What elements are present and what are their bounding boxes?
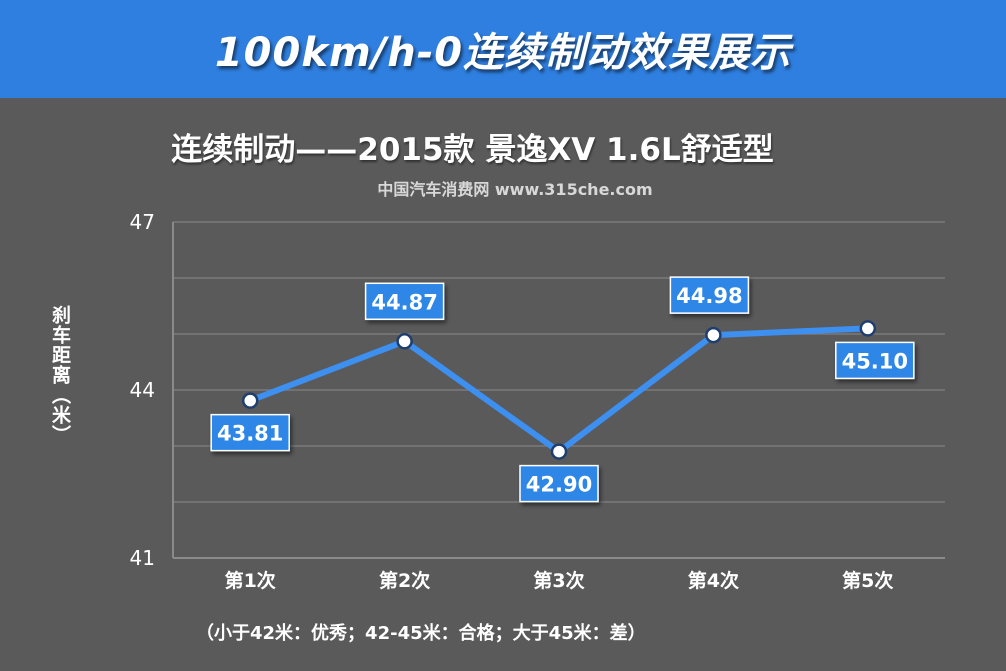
y-axis-label: 刹车距离（米） [49,305,71,445]
header-banner: 100km/h-0连续制动效果展示 [0,0,1006,98]
data-point [705,326,722,344]
watermark: 中国汽车消费网 www.315che.com [377,180,653,199]
footnote: （小于42米：优秀；42-45米：合格；大于45米：差） [196,623,646,644]
data-point [241,392,259,409]
x-tick-label: 第3次 [533,569,584,592]
x-tick-label: 第4次 [688,569,739,592]
data-label-box [669,276,750,314]
y-tick-label: 44 [130,378,155,402]
data-point [396,333,413,350]
x-tick-label: 第5次 [842,569,893,592]
y-tick-label: 47 [130,210,155,234]
data-label: 42.90 [526,473,592,497]
data-label: 43.81 [217,422,283,446]
data-label: 44.98 [676,284,742,308]
data-label-box [835,341,915,380]
data-label-box [519,464,599,503]
data-label: 44.87 [371,290,437,314]
data-point [550,443,568,460]
data-label: 45.10 [842,349,908,373]
x-tick-label: 第1次 [225,569,276,592]
data-point [859,320,877,337]
data-label-box [210,413,290,452]
banner-title: 100km/h-0连续制动效果展示 [214,30,792,76]
chart-title: 连续制动——2015款 景逸XV 1.6L舒适型 [171,132,774,168]
y-tick-label: 41 [130,546,155,570]
x-tick-label: 第2次 [379,569,430,592]
data-label-box [364,282,445,321]
